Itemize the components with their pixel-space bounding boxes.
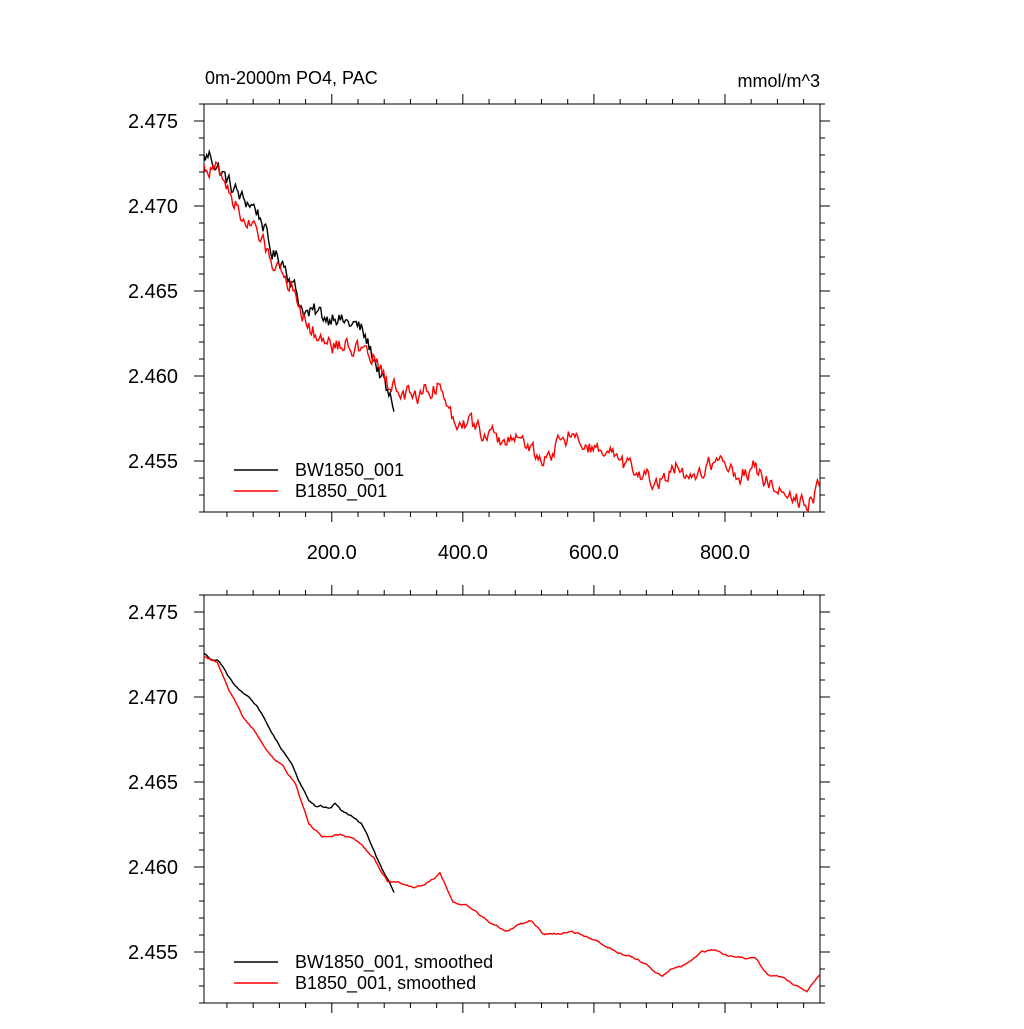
y-tick-label: 2.470 (128, 687, 178, 709)
y-tick-label: 2.460 (128, 366, 178, 388)
x-tick-label: 200.0 (307, 542, 357, 564)
y-tick-label: 2.470 (128, 196, 178, 218)
legend-label: BW1850_001 (295, 460, 404, 481)
y-tick-label: 2.475 (128, 602, 178, 624)
units-label: mmol/m^3 (738, 71, 820, 91)
bottom-panel: 2.475 2.470 2.465 2.460 2.455 BW1850_001, smo… (128, 585, 830, 1013)
y-tick-label: 2.460 (128, 857, 178, 879)
legend-label: B1850_001 (295, 481, 387, 502)
y-tick-label: 2.475 (128, 111, 178, 133)
x-tick-label: 600.0 (569, 542, 619, 564)
x-tick-label: 400.0 (438, 542, 488, 564)
y-tick-label: 2.455 (128, 451, 178, 473)
y-tick-label: 2.455 (128, 942, 178, 964)
legend-label: B1850_001, smoothed (295, 973, 476, 994)
y-tick-label: 2.465 (128, 772, 178, 794)
series-line (204, 148, 395, 412)
legend-label: BW1850_001, smoothed (295, 952, 493, 973)
x-tick-label: 800.0 (700, 542, 750, 564)
series-line (204, 656, 820, 993)
series-line (204, 652, 395, 893)
top-panel: 2.475 2.470 2.465 2.460 2.455 200.0 400.0 600.0… (128, 94, 830, 564)
y-tick-label: 2.465 (128, 281, 178, 303)
panel-title: 0m-2000m PO4, PAC (205, 68, 378, 88)
series-line (204, 161, 820, 512)
